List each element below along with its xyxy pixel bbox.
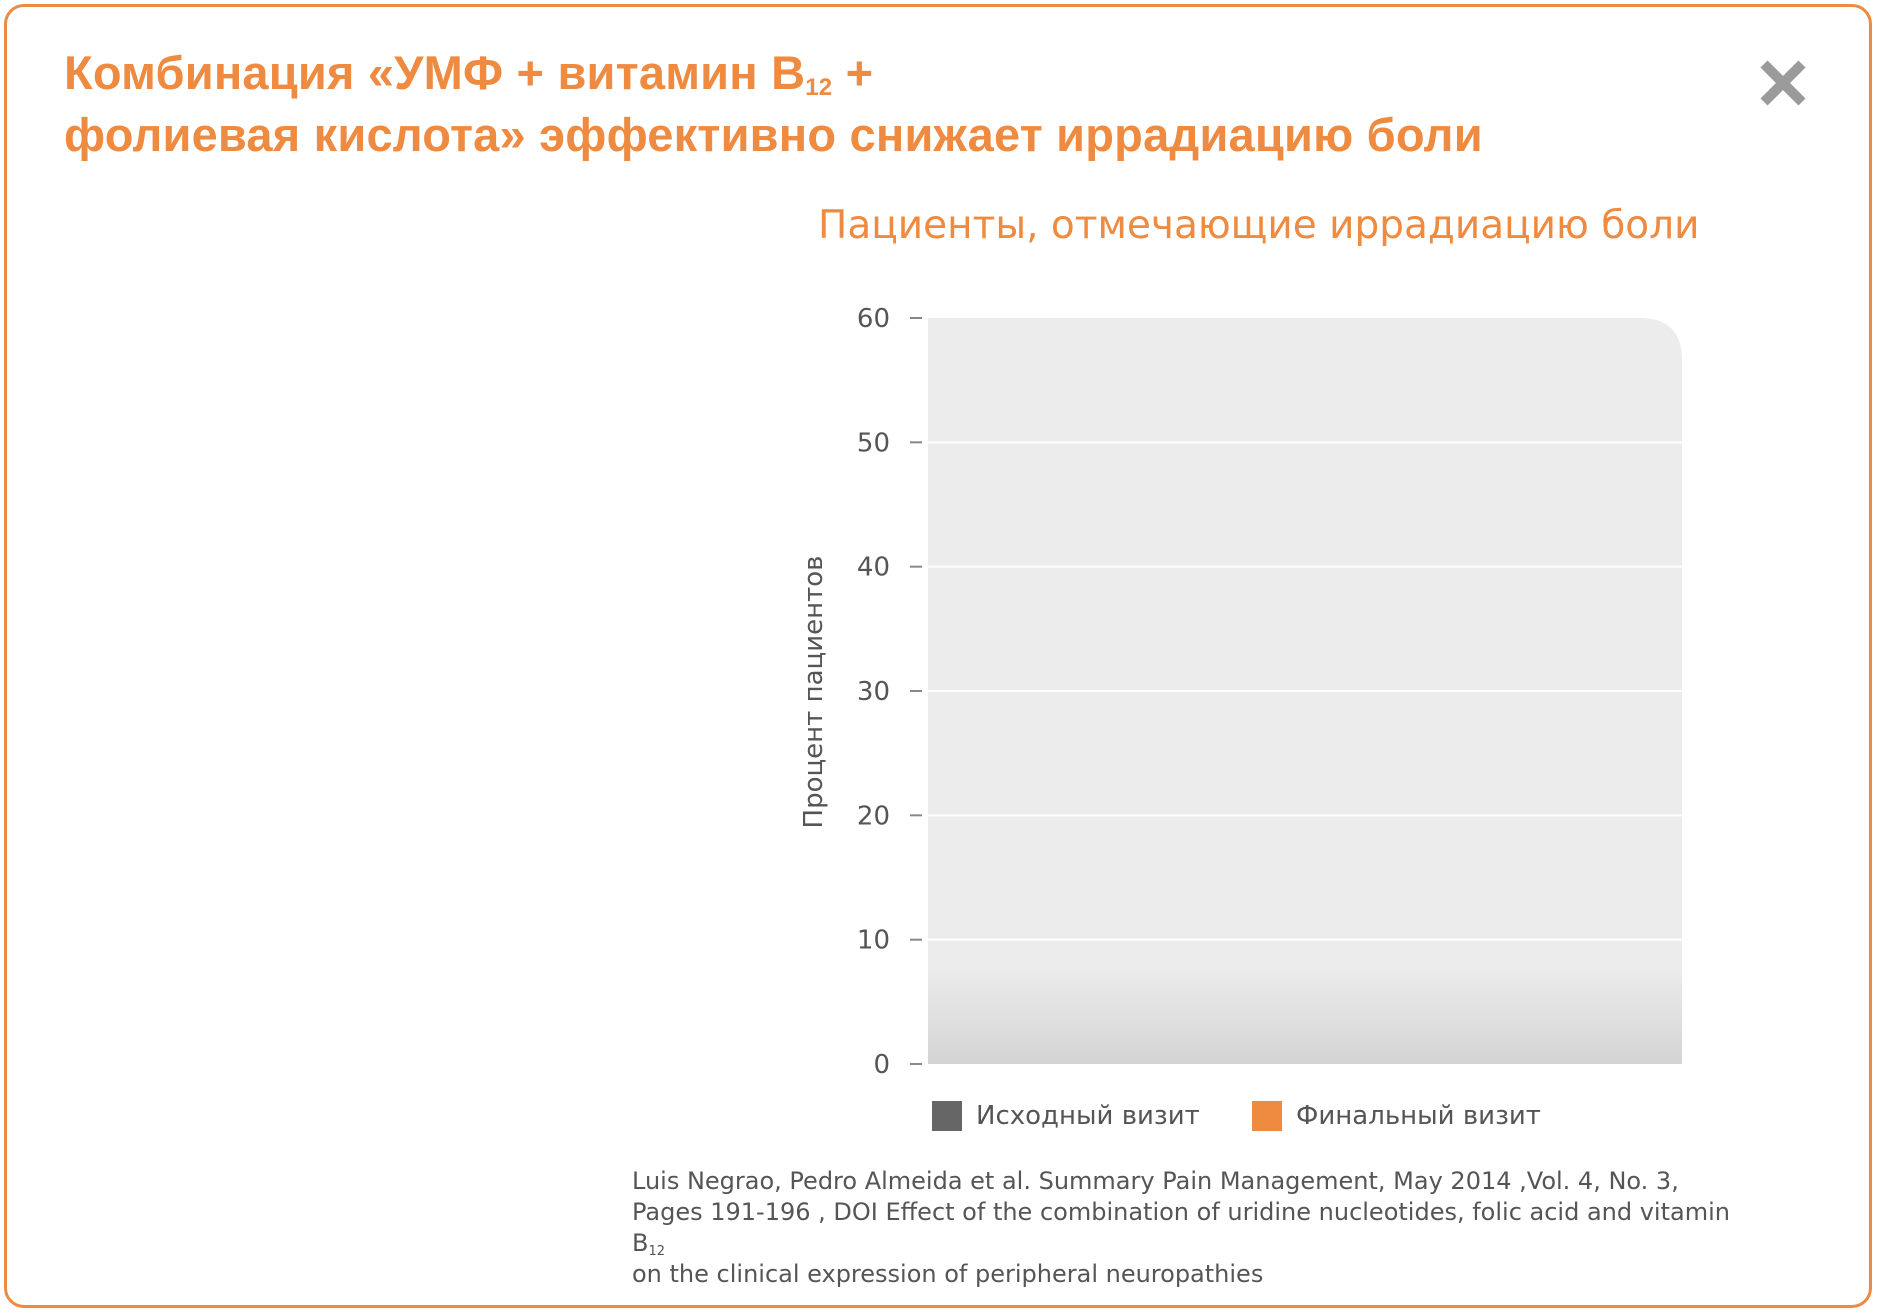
- y-axis-label: Процент пациентов: [799, 556, 829, 829]
- y-tick-label: 0: [873, 1050, 890, 1080]
- legend-item-final: Финальный визит: [1252, 1096, 1541, 1136]
- close-icon[interactable]: [1758, 58, 1808, 108]
- citation-subscript: 12: [648, 1244, 666, 1259]
- y-tick-label: 60: [857, 304, 890, 334]
- legend-swatch-baseline: [932, 1101, 962, 1131]
- close-icon-glyph: [1760, 60, 1806, 106]
- citation-line1: Luis Negrao, Pedro Almeida et al. Summar…: [632, 1167, 1679, 1195]
- y-tick-label: 50: [857, 428, 890, 458]
- citation: Luis Negrao, Pedro Almeida et al. Summar…: [632, 1166, 1752, 1290]
- title-line1-text: Комбинация «УМФ + витамин B: [64, 46, 806, 99]
- citation-line3: on the clinical expression of peripheral…: [632, 1260, 1264, 1288]
- legend-item-baseline: Исходный визит: [932, 1096, 1200, 1136]
- y-tick-label: 30: [857, 677, 890, 707]
- chart-title: Пациенты, отмечающие иррадиацию боли: [818, 203, 1700, 248]
- title-line2-text: фолиевая кислота» эффективно снижает ирр…: [64, 108, 1483, 161]
- legend-label-final: Финальный визит: [1296, 1101, 1541, 1131]
- legend-label-baseline: Исходный визит: [976, 1101, 1200, 1131]
- title-line1-end: +: [832, 46, 874, 99]
- y-tick-label: 20: [857, 801, 890, 831]
- legend-swatch-final: [1252, 1101, 1282, 1131]
- title-subscript: 12: [805, 74, 833, 101]
- page-title: Комбинация «УМФ + витамин B12 + фолиевая …: [64, 42, 1483, 166]
- y-tick-label: 40: [857, 553, 890, 583]
- citation-line2: Pages 191-196 , DOI Effect of the combin…: [632, 1198, 1730, 1257]
- y-tick-label: 10: [857, 926, 890, 956]
